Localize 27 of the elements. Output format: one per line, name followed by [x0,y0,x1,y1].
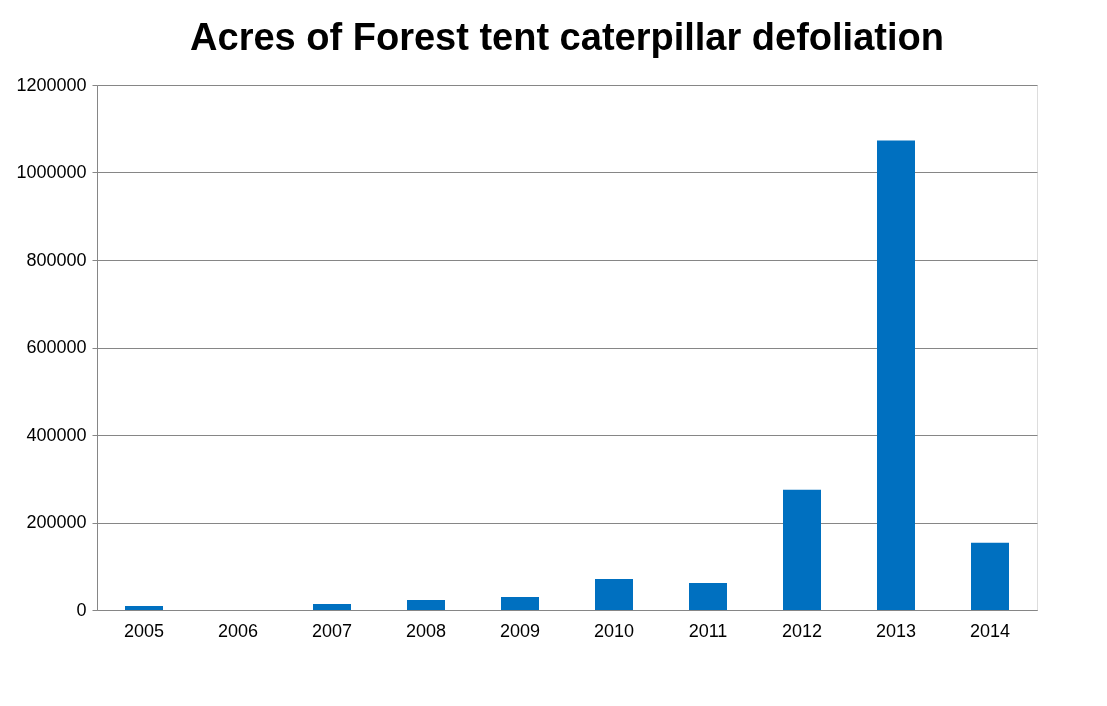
x-tick-label: 2011 [688,620,728,641]
x-tick-label: 2010 [593,620,635,641]
y-tick-label: 800000 [26,249,87,270]
y-tick-label: 400000 [26,424,87,445]
bar [689,582,727,610]
chart-title: Acres of Forest tent caterpillar defoliation [190,16,944,58]
bar [783,489,821,610]
y-tick-label: 0 [76,599,87,620]
bar [971,542,1009,610]
x-tick-label: 2013 [875,620,917,641]
y-tick-label: 1200000 [16,74,87,95]
x-tick-label: 2007 [311,620,353,641]
y-tick-label: 200000 [26,512,87,532]
bar [595,578,633,610]
bar [407,599,445,610]
x-tick-label: 2005 [123,620,165,641]
x-tick-label: 2009 [499,620,541,641]
x-tick-label: 2008 [405,620,447,641]
bar [125,606,163,610]
bar [877,140,915,610]
x-tick-label: 2012 [781,620,823,641]
y-tick-label: 600000 [26,337,87,357]
bar [313,603,351,610]
x-tick-label: 2014 [969,620,1011,641]
x-tick-label: 2006 [217,620,259,641]
bar [501,596,539,610]
y-tick-label: 1000000 [16,162,87,182]
